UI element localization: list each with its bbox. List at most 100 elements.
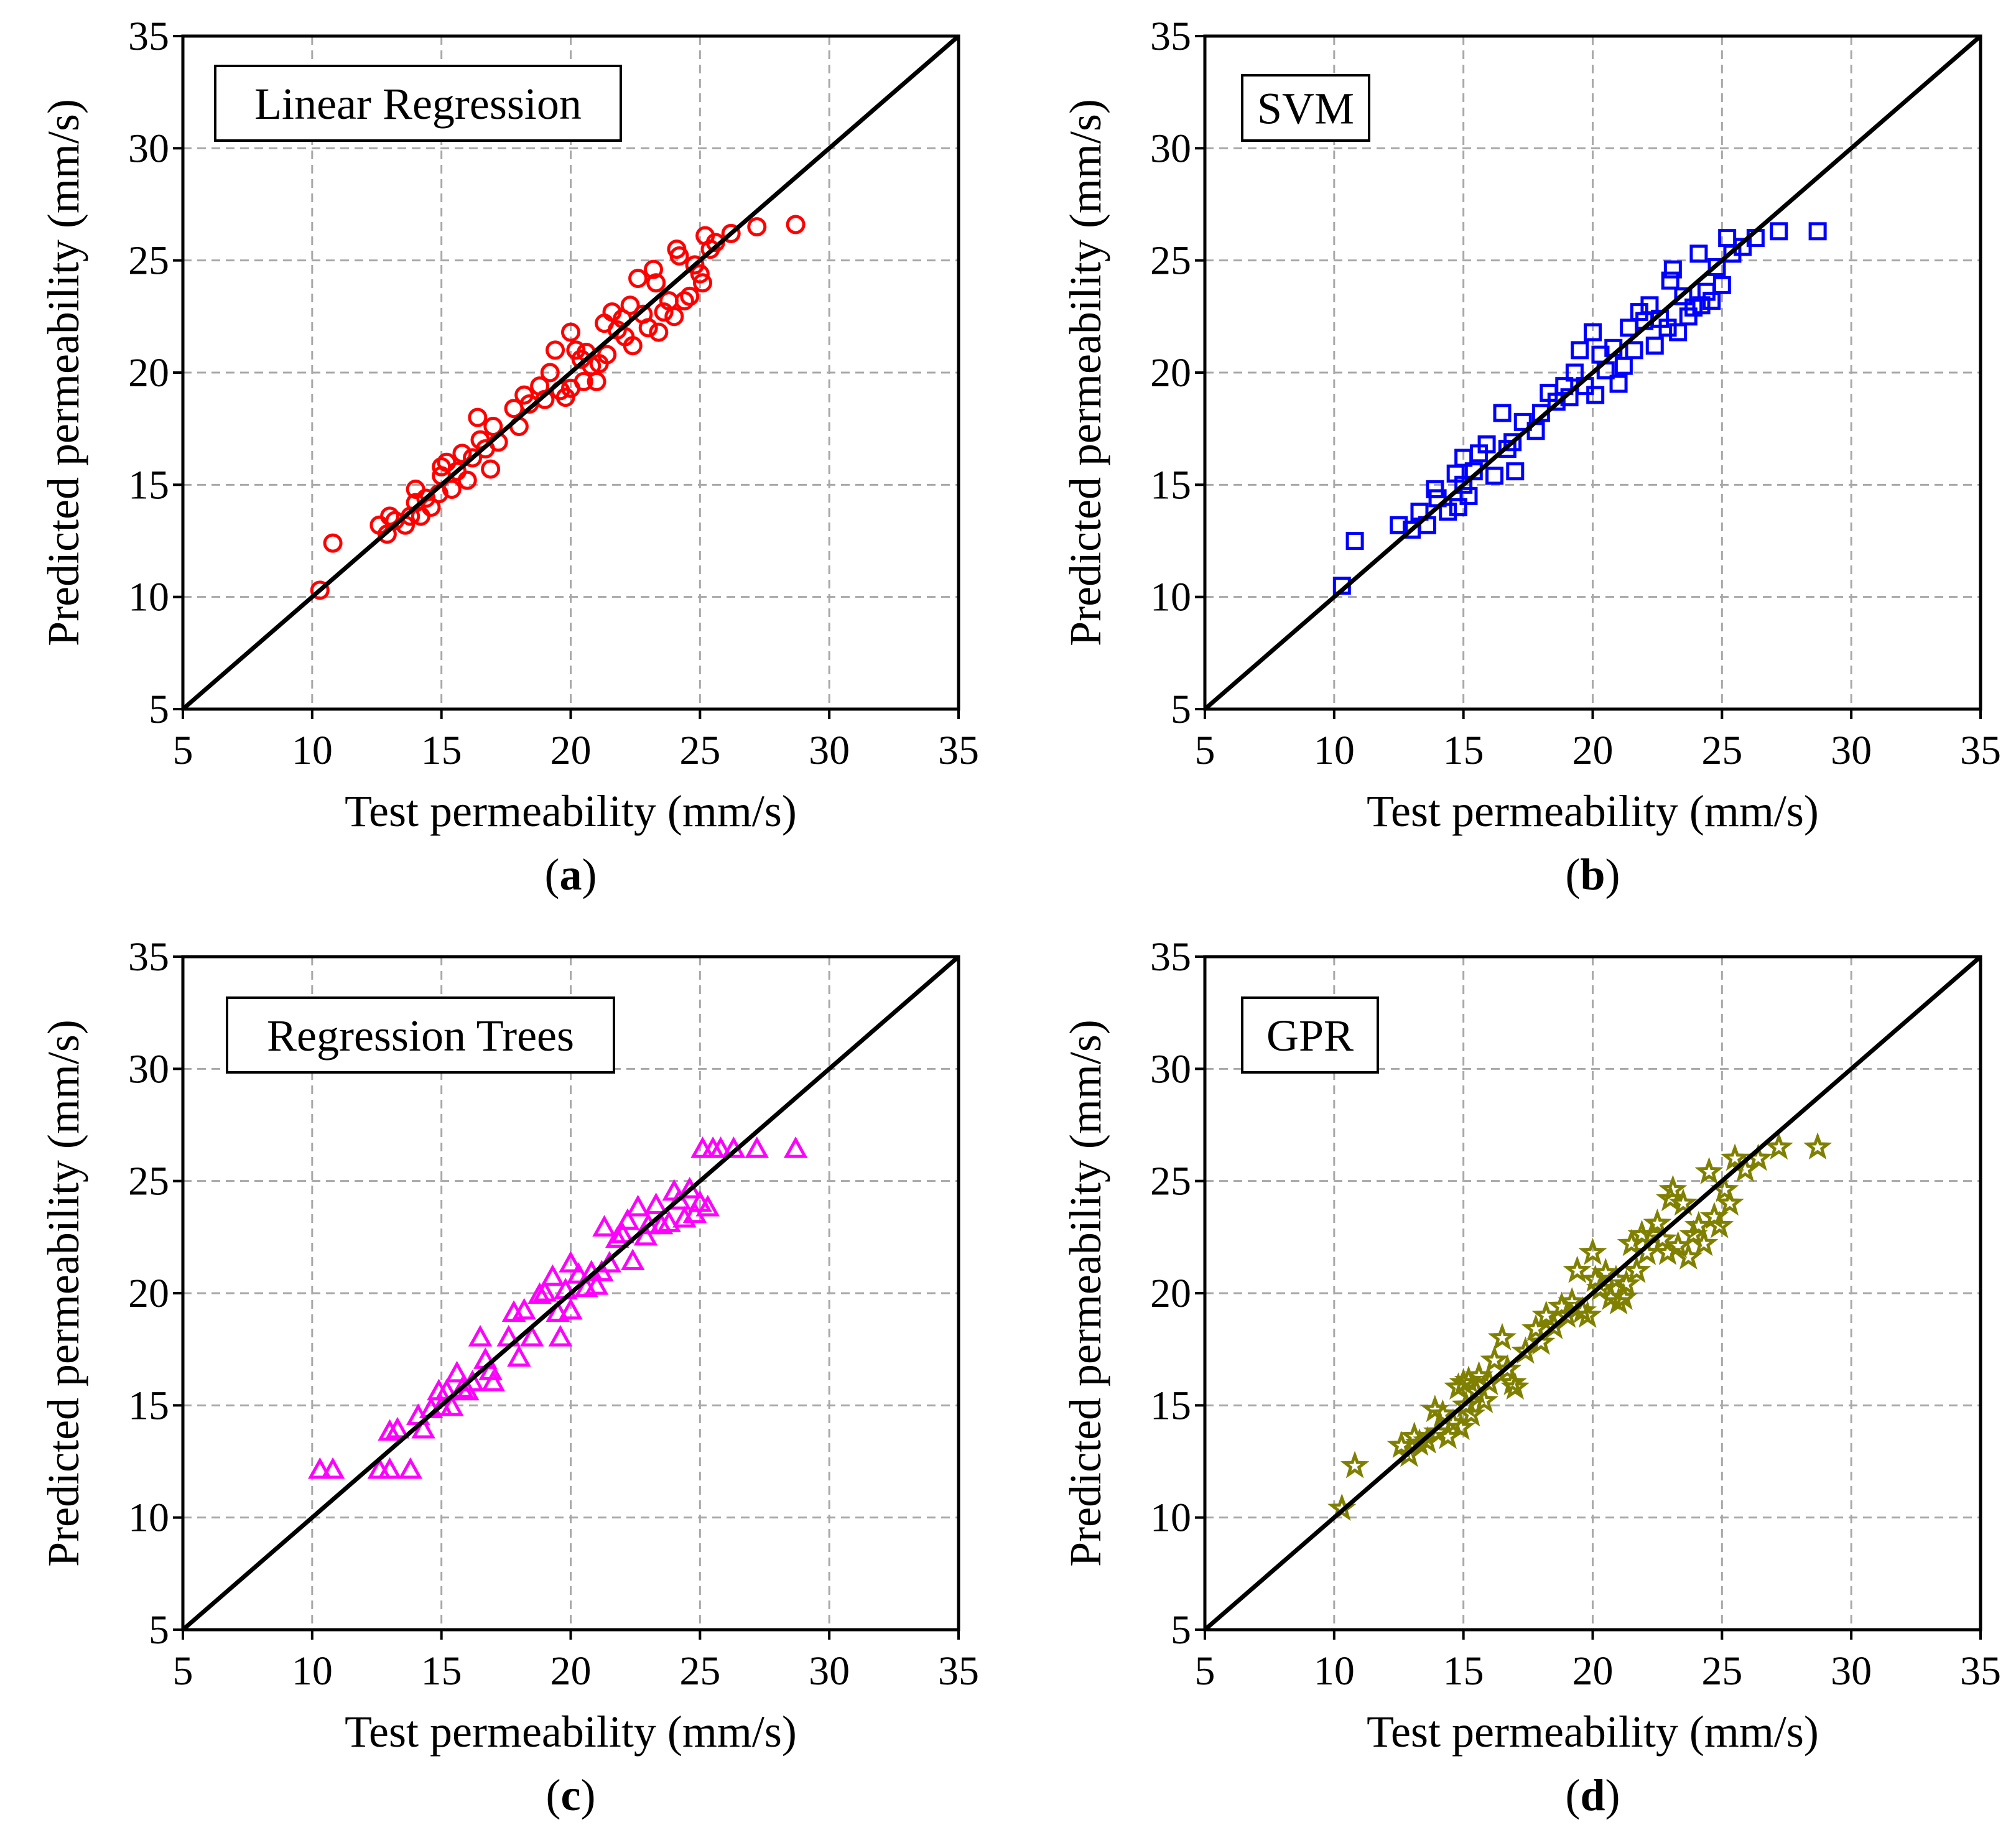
data-point-star <box>1648 1224 1677 1252</box>
data-point-triangle <box>695 1194 720 1217</box>
data-point-star <box>1658 1174 1688 1202</box>
y-tick-label: 25 <box>1150 1159 1191 1204</box>
data-point-square <box>1586 386 1605 404</box>
x-tick-label: 25 <box>1701 728 1742 773</box>
y-tick-label: 5 <box>1171 687 1191 732</box>
x-tick-label: 20 <box>1572 1648 1614 1694</box>
data-point-star <box>1493 1354 1522 1382</box>
x-axis-title: Test permeability (mm/s) <box>345 1707 797 1757</box>
data-point-square <box>1707 258 1726 276</box>
data-point-square <box>1658 318 1677 337</box>
y-tick-label: 5 <box>149 1607 169 1653</box>
data-point-star <box>1457 1399 1486 1427</box>
y-tick-label: 20 <box>128 350 169 396</box>
chart-panel-a: 5 10 15 20 25 30 35 5 10 15 20 25 30 35 Test permeabil… <box>39 14 979 899</box>
data-point-triangle <box>626 1194 650 1217</box>
sub-caption: (a) <box>545 850 597 899</box>
data-point-circle <box>483 417 503 437</box>
data-point-square <box>1345 532 1364 550</box>
data-point-square <box>1439 503 1457 521</box>
data-point-circle <box>587 371 606 391</box>
data-point-triangle <box>657 1210 681 1232</box>
data-point-square <box>1614 356 1633 375</box>
x-tick-label: 30 <box>1831 728 1872 773</box>
data-point-circle <box>463 448 483 468</box>
data-point-star <box>1405 1428 1434 1456</box>
caption-letter: b <box>1580 850 1605 899</box>
data-point-square <box>1555 377 1574 396</box>
data-point-star <box>1469 1385 1499 1413</box>
data-point-square <box>1712 276 1731 294</box>
data-point-circle <box>540 363 560 383</box>
data-point-triangle <box>320 1457 345 1479</box>
caption-paren-close: ) <box>1605 850 1620 899</box>
y-axis-title: Predicted permeability (mm/s) <box>1061 99 1110 646</box>
y-tick-label: 30 <box>1150 1046 1191 1092</box>
x-axis-title: Test permeability (mm/s) <box>345 786 797 836</box>
data-point-triangle <box>605 1226 629 1248</box>
x-tick-label: 5 <box>1195 728 1215 773</box>
data-point-star <box>1689 1229 1719 1256</box>
data-point-circle <box>644 259 664 279</box>
data-point-triangle <box>468 1324 493 1347</box>
data-point-triangle <box>411 1416 435 1439</box>
data-point-triangle <box>708 1136 733 1158</box>
x-tick-label: 5 <box>1195 1648 1215 1694</box>
data-point-triangle <box>592 1215 616 1237</box>
data-point-square <box>1609 374 1628 393</box>
caption-paren-open: ( <box>545 850 560 899</box>
chart-title: Linear Regression <box>254 79 582 129</box>
data-point-triangle <box>644 1192 668 1214</box>
x-tick-label: 35 <box>1960 1648 2001 1694</box>
data-point-star <box>1694 1156 1724 1184</box>
data-point-triangle <box>378 1457 402 1479</box>
data-point-triangle <box>507 1345 531 1367</box>
y-tick-label: 20 <box>128 1271 169 1316</box>
data-point-triangle <box>559 1250 583 1273</box>
title-box <box>1241 996 1379 1074</box>
y-tick-label: 35 <box>1150 14 1191 59</box>
x-tick-label: 20 <box>1572 728 1614 773</box>
data-point-square <box>1808 222 1827 241</box>
y-axis-title: Predicted permeability (mm/s) <box>1061 1020 1110 1567</box>
data-point-star <box>1423 1417 1452 1445</box>
data-point-star <box>1573 1300 1602 1328</box>
data-point-star <box>1340 1451 1370 1479</box>
data-point-triangle <box>566 1261 591 1284</box>
data-point-triangle <box>559 1298 583 1320</box>
data-point-square <box>1689 244 1708 263</box>
data-point-circle <box>786 215 806 235</box>
x-tick-label: 35 <box>1960 728 2001 773</box>
data-point-circle <box>649 322 669 342</box>
data-point-square <box>1770 222 1788 241</box>
title-box <box>1241 74 1370 142</box>
y-tick-label: 10 <box>128 1495 169 1541</box>
x-tick-label: 10 <box>1314 728 1355 773</box>
x-tick-label: 35 <box>938 1648 979 1694</box>
y-tick-label: 20 <box>1150 350 1191 396</box>
data-point-square <box>1503 433 1522 452</box>
data-point-circle <box>623 336 643 356</box>
caption-paren-open: ( <box>1565 1770 1580 1820</box>
data-point-star <box>1609 1282 1638 1310</box>
chart-title: GPR <box>1266 1011 1354 1061</box>
data-point-star <box>1653 1237 1683 1265</box>
data-point-triangle <box>621 1248 645 1271</box>
data-point-circle <box>646 273 666 293</box>
data-point-square <box>1390 516 1408 534</box>
x-tick-label: 25 <box>679 728 720 773</box>
data-point-star <box>1720 1143 1750 1171</box>
data-point-square <box>1449 498 1467 516</box>
data-series <box>310 215 806 600</box>
data-point-triangle <box>398 1457 423 1479</box>
data-point-square <box>1565 363 1584 382</box>
x-tick-label: 15 <box>1443 1648 1484 1694</box>
data-point-triangle <box>783 1136 808 1158</box>
data-point-triangle <box>649 1212 674 1235</box>
data-point-circle <box>692 273 712 293</box>
data-point-square <box>1493 404 1512 422</box>
data-point-star <box>1622 1255 1651 1283</box>
chart-panel-c: 5 10 15 20 25 30 35 5 10 15 20 25 30 35 Test permeabil… <box>39 934 979 1820</box>
data-point-triangle <box>610 1222 634 1243</box>
